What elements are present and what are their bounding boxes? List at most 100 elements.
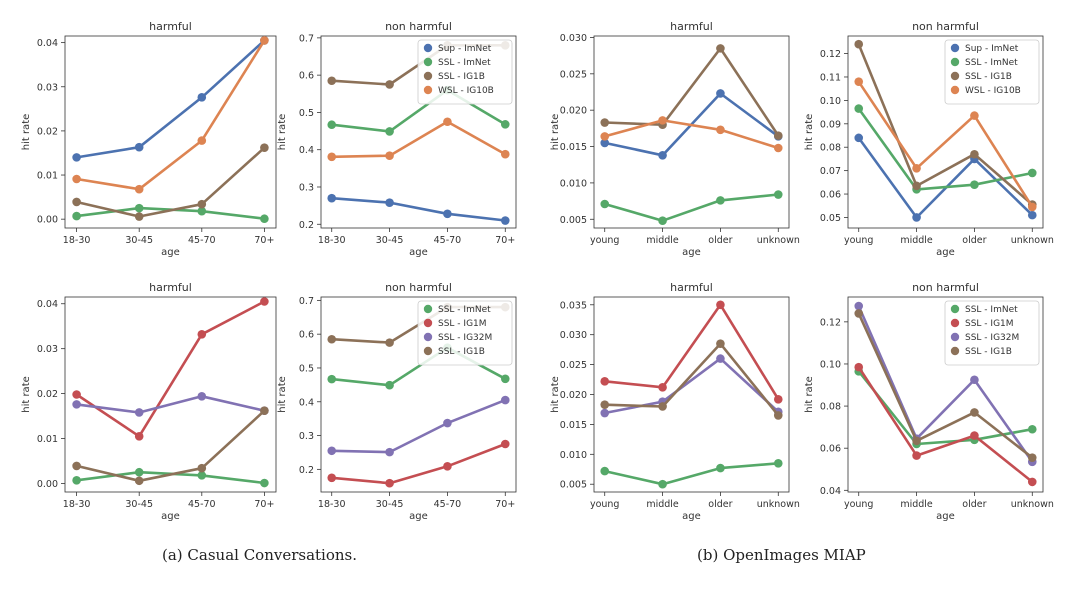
data-point-ssl-ig1b [327,334,337,344]
data-point-wsl-ig10b [260,36,269,45]
series-line-ssl-imnet [604,193,779,222]
y-tick-label: 0.04 [37,299,58,310]
series-ssl-ig32m [327,395,510,457]
x-tick-label: 18-30 [318,235,346,246]
caption-casual-conversations: (a) Casual Conversations. [162,546,358,564]
series-line-ssl-ig1m [604,303,780,400]
data-point-sup-imnet [385,198,394,207]
x-tick-label: unknown [1011,499,1054,510]
x-tick-label: 18-30 [63,499,91,510]
x-axis-label: age [409,511,428,522]
legend-marker [423,57,433,67]
x-tick-label: 70+ [254,235,274,246]
chart-panel-4: non harmful 0.05 0.06 0.07 0.08 0.09 0.10 0.11 0… [804,20,1054,258]
data-point-ssl-ig1b [327,76,337,86]
data-point-ssl-ig32m [500,395,510,405]
data-point-ssl-imnet [72,476,81,485]
data-point-ssl-imnet [385,380,394,390]
data-point-ssl-ig1b [716,44,725,53]
plot-frame [320,296,517,493]
legend-marker [950,43,960,53]
legend-marker [423,304,433,314]
y-tick-label: 0.035 [560,300,587,311]
series-sup-imnet [327,193,510,225]
data-point-ssl-ig1m [716,300,725,310]
data-point-ssl-ig32m [385,447,394,457]
series-line-ssl-ig32m [331,398,506,454]
y-axis-label: hit rate [804,114,815,151]
data-point-ssl-imnet [1027,424,1037,434]
y-tick-label: 0.6 [299,71,314,82]
data-point-ssl-ig1m [500,439,510,449]
chart-panel-5: harmful 0.00 0.01 0.02 0.03 0.04 18-30 30-45 45-… [21,281,277,522]
legend-marker [423,346,433,356]
data-point-ssl-imnet [716,196,725,205]
series-ssl-ig1m [854,362,1037,487]
series-sup-imnet [72,36,269,162]
series-ssl-ig1b [600,44,783,140]
data-point-ssl-imnet [197,206,207,216]
legend-label: SSL - ImNet [965,58,1018,68]
series-ssl-ig1b [72,143,269,221]
x-tick-label: middle [900,499,933,510]
y-axis-label: hit rate [21,376,32,413]
chart-title: non harmful [912,281,979,294]
x-axis-label: age [161,247,180,258]
data-point-ssl-imnet [854,104,864,113]
series-wsl-ig10b [72,36,269,194]
x-tick-label: 45-70 [434,499,462,510]
y-axis-label: hit rate [21,114,32,151]
y-tick-label: 0.08 [820,402,841,413]
data-point-ssl-imnet [385,127,394,136]
x-axis-label: age [682,247,701,258]
data-point-ssl-imnet [600,199,610,209]
x-tick-label: unknown [757,499,800,510]
plot-frame [64,35,277,229]
y-tick-label: 0.08 [820,143,841,154]
y-tick-label: 0.10 [820,96,841,107]
x-tick-label: older [708,235,732,246]
x-tick-label: young [590,235,620,246]
legend-label: Sup - ImNet [438,44,492,54]
data-point-ssl-ig1m [970,431,979,440]
plot-frame [320,35,517,229]
y-tick-label: 0.00 [37,215,58,226]
legend-label: SSL - ImNet [438,58,491,68]
data-point-ssl-imnet [773,458,783,468]
x-tick-label: 30-45 [376,235,404,246]
data-point-sup-imnet [72,153,81,162]
series-line-ssl-imnet [331,88,506,133]
data-point-wsl-ig10b [72,174,81,184]
y-tick-label: 0.2 [299,220,314,231]
y-tick-label: 0.015 [560,142,587,153]
y-tick-label: 0.4 [299,397,314,408]
data-point-ssl-imnet [1027,168,1037,178]
y-tick-label: 0.06 [820,444,841,455]
y-tick-label: 0.07 [820,166,841,177]
x-tick-label: 18-30 [63,235,91,246]
chart-title: harmful [149,281,192,294]
series-line-ssl-ig1m [331,442,506,485]
data-point-ssl-ig1b [970,149,979,159]
data-point-wsl-ig10b [600,132,610,141]
y-tick-label: 0.06 [820,190,841,201]
x-tick-label: 45-70 [188,499,216,510]
legend-marker [950,304,960,314]
y-tick-label: 0.02 [37,126,58,137]
data-point-ssl-ig32m [443,418,452,428]
x-tick-label: unknown [757,235,800,246]
data-point-ssl-ig1m [773,394,783,404]
x-tick-label: 70+ [495,499,515,510]
x-tick-label: middle [646,235,679,246]
data-point-sup-imnet [327,193,337,203]
legend-label: WSL - IG10B [438,86,494,96]
x-tick-label: 30-45 [125,499,153,510]
series-ssl-ig1b [854,309,1037,462]
data-point-ssl-ig1m [658,383,667,392]
series-line-ssl-ig1b [604,47,780,137]
legend-box [944,39,1040,105]
data-point-ssl-ig32m [72,400,81,409]
data-point-ssl-imnet [327,374,337,384]
data-point-ssl-ig1m [327,473,337,483]
chart-title: non harmful [385,281,452,294]
